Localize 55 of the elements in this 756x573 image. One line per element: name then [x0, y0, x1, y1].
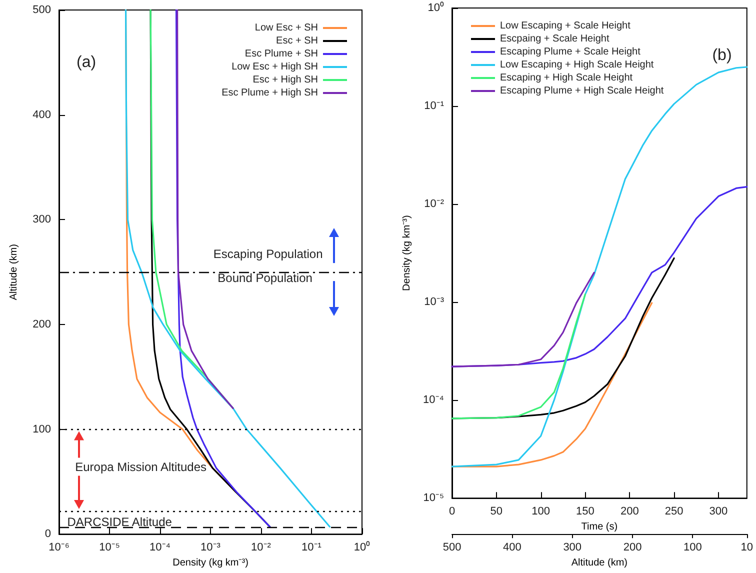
y-tick-label: 0 [44, 528, 51, 540]
annotation: DARCSIDE Altitude [67, 514, 172, 529]
y-tick-label: 10⁻² [424, 198, 444, 210]
legend-label: Escpaing + Scale Height [500, 34, 610, 44]
legend-label: Low Escaping + High Scale Height [500, 60, 654, 70]
x2-tick-label: 10 [740, 542, 754, 554]
annotation: Escaping Population [213, 247, 323, 262]
legend-label: Low Escaping + Scale Height [500, 20, 631, 32]
legend-label: Low Esc + High SH [232, 62, 318, 72]
y-tick-label: 400 [32, 108, 51, 121]
x-tick-label: 50 [490, 506, 503, 518]
x-tick-label: 250 [664, 506, 684, 518]
x-tick-label: 300 [709, 506, 728, 518]
y-tick-label: 200 [32, 318, 51, 330]
y-tick-label: 10⁻³ [424, 296, 444, 308]
legend-label: Esc + High SH [252, 74, 318, 86]
annotation: Bound Population [218, 270, 312, 285]
y-tick-label: 10⁰ [428, 1, 444, 14]
legend-label: Escaping Plume + Scale Height [500, 46, 641, 58]
x-axis-title: Time (s) [581, 522, 618, 532]
y-tick-label: 10⁻⁴ [423, 394, 444, 406]
legend-label: Esc Plume + SH [244, 48, 318, 60]
y-tick-label: 10⁻¹ [424, 100, 444, 112]
y-tick-label: 100 [32, 423, 51, 436]
annotation: (b) [712, 47, 732, 64]
x-tick-label: 100 [532, 506, 550, 518]
annotation: (a) [76, 54, 96, 71]
x-tick-label: 10⁻⁶ [48, 542, 70, 554]
legend-label: Escaping Plume + High Scale Height [500, 86, 664, 96]
x2-tick-label: 500 [442, 542, 462, 554]
line-series [451, 302, 653, 468]
y-tick-label: 500 [32, 4, 51, 16]
x2-axis-title: Altitude (km) [571, 558, 628, 568]
x-tick-label: 10⁻⁵ [99, 542, 120, 554]
y-tick-label: 300 [32, 214, 51, 226]
y-tick-label: 10⁻⁵ [423, 492, 444, 504]
y-axis-title: Density (kg km⁻³) [402, 215, 412, 291]
x2-tick-label: 400 [503, 542, 522, 554]
x-tick-label: 10⁻⁴ [150, 542, 171, 554]
line-series [451, 272, 595, 368]
y-axis-title: Altitude (km) [8, 244, 20, 300]
x-tick-label: 10⁻² [251, 542, 272, 554]
x-tick-label: 10⁰ [354, 540, 370, 554]
x-tick-label: 200 [620, 506, 639, 518]
legend-label: Low Esc + SH [254, 22, 318, 34]
legend-label: Escaping + High Scale Height [500, 72, 633, 84]
x-tick-label: 10⁻¹ [302, 542, 322, 554]
x-tick-label: 150 [576, 506, 594, 518]
x-tick-label: 0 [448, 506, 456, 518]
x-tick-label: 10⁻³ [200, 542, 221, 554]
line-series [451, 294, 586, 420]
legend-label: Esc + SH [276, 36, 318, 46]
legend-label: Esc Plume + High SH [222, 88, 318, 98]
x-axis-title: Density (kg km⁻³) [172, 558, 248, 568]
annotation: Europa Mission Altitudes [75, 460, 207, 474]
